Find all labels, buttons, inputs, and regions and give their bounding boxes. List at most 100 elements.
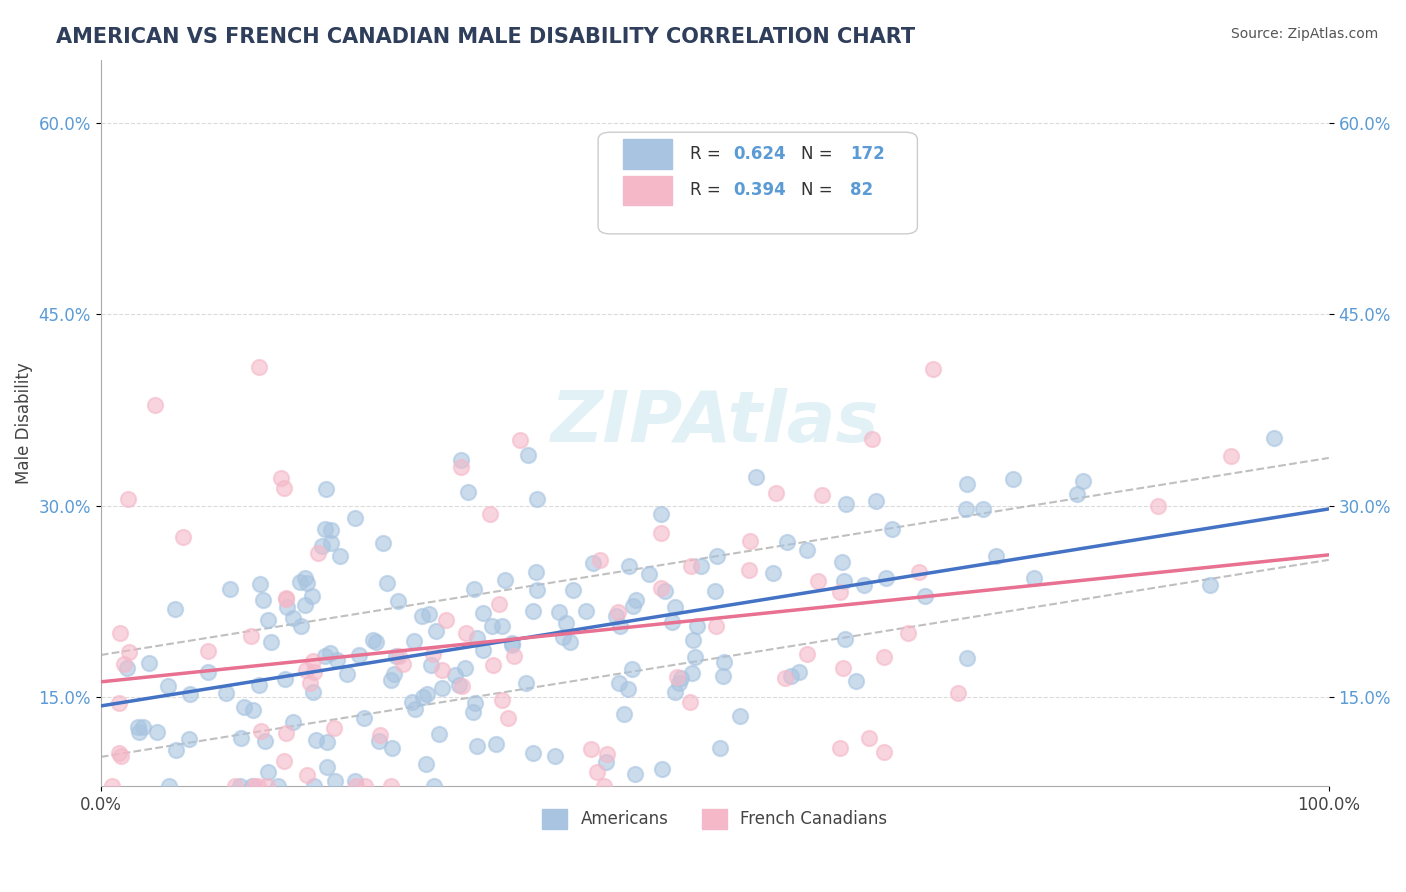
Point bbox=[108, 625, 131, 640]
Point bbox=[319, 523, 342, 537]
Point bbox=[664, 684, 686, 698]
Point bbox=[765, 486, 787, 500]
Point bbox=[463, 582, 485, 596]
Point bbox=[450, 452, 472, 467]
Point bbox=[831, 661, 853, 675]
Point bbox=[485, 737, 508, 751]
Point bbox=[425, 624, 447, 638]
Point bbox=[852, 578, 875, 592]
Point bbox=[526, 582, 548, 597]
Point bbox=[314, 522, 336, 536]
Point bbox=[256, 779, 278, 793]
Point bbox=[1219, 450, 1241, 464]
Point bbox=[146, 724, 169, 739]
Point bbox=[138, 657, 160, 671]
Point bbox=[654, 583, 676, 598]
Point bbox=[434, 613, 457, 627]
Point bbox=[418, 607, 440, 621]
Point bbox=[380, 779, 402, 793]
Point bbox=[679, 695, 702, 709]
Point bbox=[796, 648, 818, 662]
Point bbox=[415, 756, 437, 771]
Point bbox=[526, 491, 548, 506]
Point bbox=[1022, 571, 1045, 585]
Point bbox=[457, 485, 479, 500]
Point bbox=[276, 599, 298, 614]
Point bbox=[547, 606, 569, 620]
Point bbox=[501, 635, 523, 649]
Point bbox=[260, 634, 283, 648]
Point bbox=[779, 669, 801, 683]
Point bbox=[256, 613, 278, 627]
Point bbox=[404, 702, 426, 716]
Point bbox=[336, 666, 359, 681]
Point bbox=[215, 686, 238, 700]
Point bbox=[422, 647, 444, 661]
FancyBboxPatch shape bbox=[598, 132, 917, 234]
Point bbox=[281, 714, 304, 729]
Point bbox=[281, 611, 304, 625]
Point bbox=[315, 483, 337, 497]
Point bbox=[128, 724, 150, 739]
Point bbox=[322, 721, 344, 735]
Point bbox=[252, 593, 274, 607]
Point bbox=[472, 643, 495, 657]
Point bbox=[243, 779, 266, 793]
Point bbox=[709, 741, 731, 756]
Point bbox=[465, 631, 488, 645]
Point bbox=[273, 482, 295, 496]
Point bbox=[509, 433, 531, 447]
Point bbox=[984, 549, 1007, 563]
Point bbox=[762, 566, 785, 581]
Point bbox=[412, 690, 434, 704]
Point bbox=[228, 779, 250, 793]
Point bbox=[316, 734, 339, 748]
Point bbox=[828, 741, 851, 756]
Point bbox=[247, 678, 270, 692]
Point bbox=[302, 685, 325, 699]
Point bbox=[690, 558, 713, 573]
Point bbox=[302, 779, 325, 793]
Point bbox=[606, 605, 628, 619]
Point bbox=[865, 493, 887, 508]
Point bbox=[907, 566, 929, 580]
Point bbox=[247, 779, 270, 793]
Point bbox=[131, 720, 153, 734]
Point bbox=[219, 582, 242, 597]
Point bbox=[873, 745, 896, 759]
Text: N =: N = bbox=[801, 181, 838, 199]
Point bbox=[1147, 500, 1170, 514]
Point bbox=[609, 676, 631, 690]
Point bbox=[430, 663, 453, 677]
Point bbox=[494, 573, 516, 587]
Point bbox=[796, 543, 818, 558]
Point bbox=[368, 728, 391, 742]
Point bbox=[294, 663, 316, 677]
Point bbox=[229, 731, 252, 745]
Point bbox=[972, 502, 994, 516]
Point bbox=[1066, 486, 1088, 500]
Point bbox=[524, 565, 547, 579]
Point bbox=[775, 671, 797, 685]
Point bbox=[254, 734, 277, 748]
Text: 82: 82 bbox=[849, 181, 873, 199]
Point bbox=[270, 471, 292, 485]
Point bbox=[834, 574, 856, 588]
Point bbox=[117, 491, 139, 506]
Point bbox=[163, 602, 186, 616]
Point bbox=[831, 555, 853, 569]
Point bbox=[266, 779, 288, 793]
Point bbox=[586, 765, 609, 780]
Point bbox=[377, 575, 399, 590]
Point bbox=[304, 665, 326, 679]
Point bbox=[948, 686, 970, 700]
Point bbox=[555, 615, 578, 630]
Point bbox=[498, 711, 520, 725]
Point bbox=[319, 646, 342, 660]
Point bbox=[522, 604, 544, 618]
Point bbox=[416, 686, 439, 700]
Text: R =: R = bbox=[690, 181, 727, 199]
Point bbox=[464, 697, 486, 711]
Point bbox=[447, 678, 470, 692]
Point bbox=[613, 707, 636, 722]
